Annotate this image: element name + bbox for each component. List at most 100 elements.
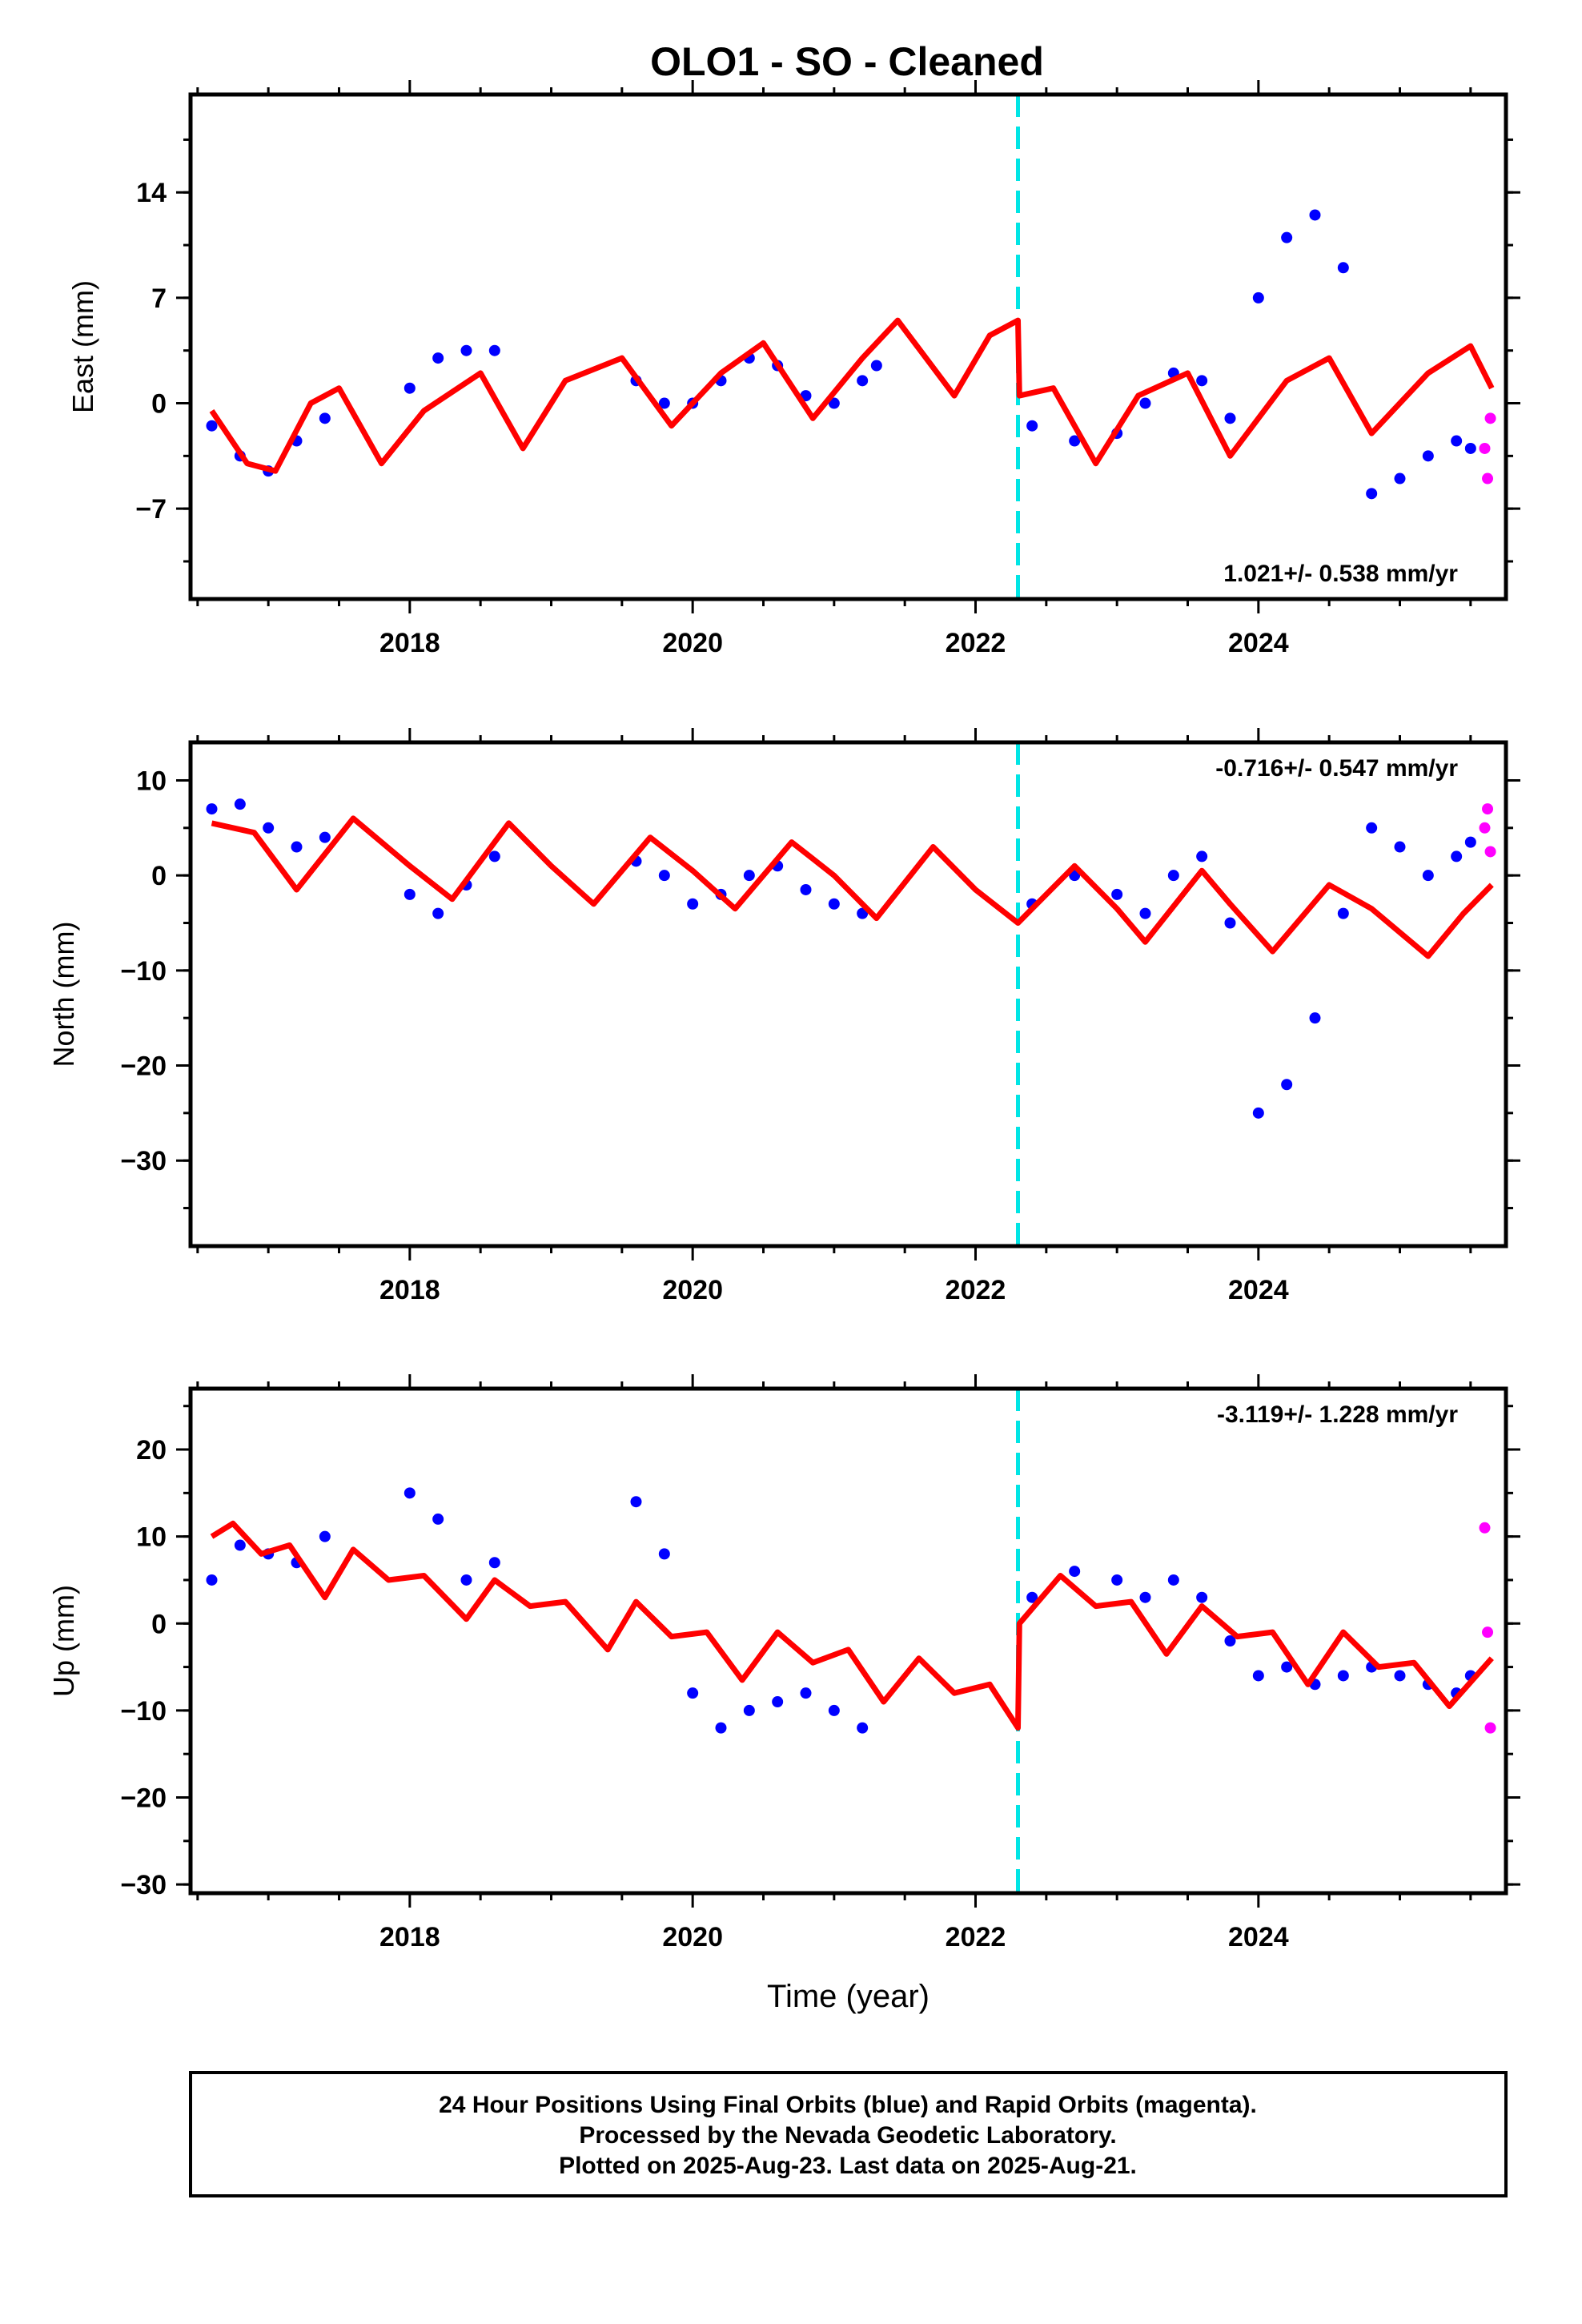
data-point-final — [1167, 870, 1179, 882]
data-point-final — [1252, 292, 1264, 304]
data-point-final — [1394, 841, 1406, 853]
y-tick-label: −10 — [120, 1696, 167, 1727]
data-point-rapid — [1479, 822, 1491, 834]
data-point-final — [1366, 488, 1378, 500]
rate-label: -0.716+/- 0.547 mm/yr — [1215, 755, 1458, 782]
data-point-final — [1224, 917, 1236, 929]
x-tick-label: 2022 — [946, 1922, 1006, 1952]
data-point-final — [687, 898, 699, 910]
data-point-final — [1139, 1591, 1151, 1603]
data-point-final — [460, 1574, 472, 1586]
y-tick-label: 0 — [151, 389, 167, 420]
data-point-final — [1281, 1661, 1293, 1673]
data-point-rapid — [1479, 442, 1491, 454]
data-point-rapid — [1484, 846, 1496, 858]
data-point-final — [857, 1722, 869, 1734]
footer-line-3: Plotted on 2025-Aug-23. Last data on 202… — [559, 2153, 1137, 2179]
data-point-final — [1394, 1670, 1406, 1682]
y-tick-label: −20 — [120, 1783, 167, 1814]
panel-up: 2018 2020 2022 2024 20 10 0 −10 −20 −30 -3.119+/- … — [47, 1374, 1520, 2014]
x-tick-label: 2020 — [662, 1922, 723, 1952]
x-tick-label: 2024 — [1228, 1922, 1289, 1952]
data-point-final — [319, 831, 331, 843]
data-point-final — [432, 352, 444, 364]
data-point-rapid — [1484, 412, 1496, 424]
plot-frame — [188, 1386, 1508, 1896]
data-point-final — [828, 898, 840, 910]
data-point-final — [772, 1696, 784, 1708]
data-point-final — [1196, 375, 1208, 387]
x-tick-label: 2024 — [1228, 628, 1289, 658]
data-point-final — [206, 803, 218, 815]
data-point-final — [1069, 435, 1081, 447]
data-point-final — [291, 841, 303, 853]
panel-east: 2018 2020 2022 2024 14 7 0 −7 1.021+/- 0.538 mm/… — [66, 80, 1520, 658]
data-point-final — [1139, 397, 1151, 409]
plot-frame — [188, 92, 1508, 601]
data-point-final — [857, 375, 869, 387]
y-axis-label: Up (mm) — [47, 1585, 80, 1697]
data-point-rapid — [1484, 1722, 1496, 1734]
y-tick-label: −30 — [120, 1146, 167, 1176]
data-point-rapid — [1482, 803, 1494, 815]
data-point-final — [1252, 1670, 1264, 1682]
data-point-final — [206, 1574, 218, 1586]
footer-line-2: Processed by the Nevada Geodetic Laborat… — [579, 2122, 1116, 2149]
figure-title: OLO1 - SO - Cleaned — [650, 39, 1044, 84]
model-line — [210, 1520, 1494, 1731]
data-point-final — [1281, 231, 1293, 243]
data-point-final — [687, 1687, 699, 1699]
data-point-final — [1252, 1107, 1264, 1119]
data-point-final — [658, 870, 670, 882]
y-tick-label: 10 — [136, 1522, 167, 1553]
data-point-rapid — [1482, 1626, 1494, 1638]
rate-label: 1.021+/- 0.538 mm/yr — [1223, 561, 1458, 587]
data-point-final — [404, 382, 416, 394]
x-tick-label: 2022 — [946, 1275, 1006, 1305]
data-point-final — [1337, 907, 1349, 919]
y-tick-label: 20 — [136, 1435, 167, 1466]
model-line — [209, 317, 1495, 474]
data-point-final — [1026, 420, 1038, 432]
data-point-rapid — [1479, 1522, 1491, 1534]
data-point-final — [1196, 1591, 1208, 1603]
y-tick-label: 7 — [151, 283, 167, 314]
x-tick-label: 2020 — [662, 1275, 723, 1305]
data-point-final — [800, 1687, 812, 1699]
data-point-final — [1224, 1635, 1236, 1647]
data-point-final — [658, 397, 670, 409]
data-point-final — [715, 1722, 727, 1734]
data-point-final — [488, 850, 500, 862]
x-tick-label: 2022 — [946, 628, 1006, 658]
data-point-final — [1451, 850, 1463, 862]
data-point-final — [1451, 435, 1463, 447]
data-point-final — [488, 1557, 500, 1569]
y-tick-label: 10 — [136, 766, 167, 796]
x-axis-label: Time (year) — [767, 1979, 930, 2014]
data-point-final — [1337, 262, 1349, 274]
data-point-final — [1224, 412, 1236, 424]
data-point-final — [1196, 850, 1208, 862]
data-point-final — [404, 888, 416, 900]
data-point-final — [630, 1496, 642, 1508]
data-point-final — [800, 883, 812, 895]
footer-box — [189, 2071, 1508, 2197]
data-point-final — [319, 1530, 331, 1542]
data-point-final — [1111, 888, 1123, 900]
x-tick-label: 2018 — [379, 1275, 440, 1305]
data-point-final — [1069, 1566, 1081, 1578]
y-tick-label: −10 — [120, 956, 167, 987]
data-point-final — [1309, 1012, 1321, 1024]
data-point-final — [234, 798, 246, 810]
x-tick-label: 2018 — [379, 1922, 440, 1952]
data-point-final — [658, 1548, 670, 1560]
data-point-final — [1366, 822, 1378, 834]
data-point-final — [432, 907, 444, 919]
data-point-final — [1309, 209, 1321, 221]
y-tick-label: −20 — [120, 1051, 167, 1082]
data-point-final — [1464, 836, 1476, 848]
data-point-final — [1026, 1591, 1038, 1603]
data-point-final — [743, 1704, 755, 1716]
x-tick-label: 2020 — [662, 628, 723, 658]
